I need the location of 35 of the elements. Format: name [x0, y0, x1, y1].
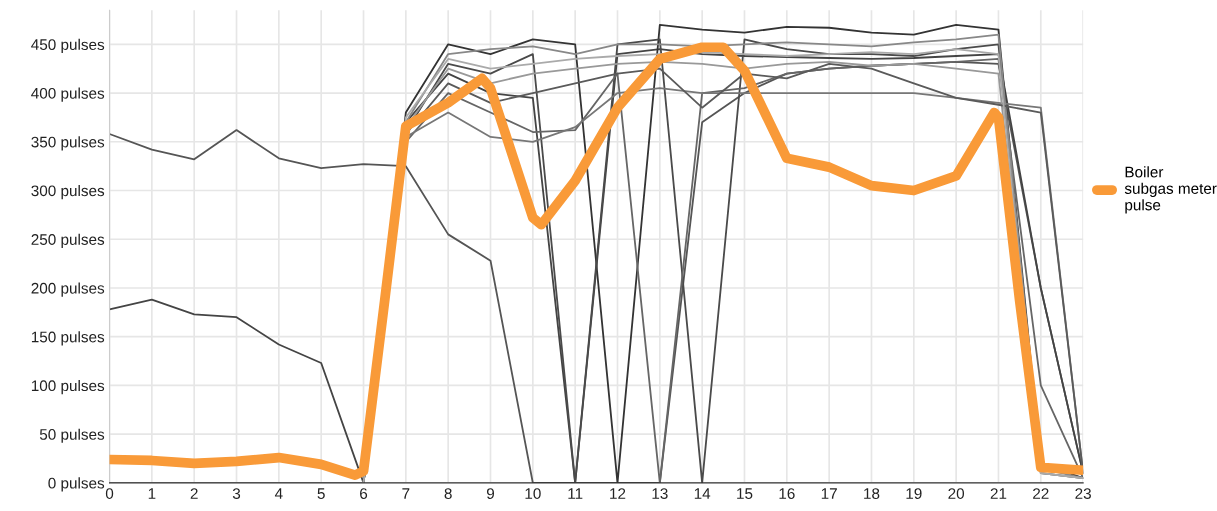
x-tick-label: 7 — [402, 488, 410, 499]
x-tick-label: 16 — [779, 488, 795, 499]
x-tick-label: 15 — [737, 488, 753, 499]
x-tick-label: 14 — [694, 488, 711, 499]
y-tick-label: 150 pulses — [31, 331, 105, 346]
y-tick-label: 100 pulses — [31, 379, 105, 395]
x-tick-label: 22 — [1033, 488, 1049, 499]
x-tick-label: 0 — [105, 488, 114, 499]
x-tick-label: 3 — [232, 488, 241, 499]
x-tick-label: 6 — [360, 488, 368, 499]
legend-label: Boiler subgas meter pulse — [1124, 166, 1217, 214]
x-tick-label: 13 — [652, 488, 668, 499]
x-tick-label: 4 — [274, 488, 283, 499]
y-tick-label: 250 pulses — [31, 233, 105, 248]
x-tick-label: 20 — [948, 488, 965, 499]
x-tick-label: 9 — [486, 488, 495, 499]
x-tick-label: 8 — [444, 488, 452, 499]
x-tick-label: 17 — [821, 488, 837, 499]
x-tick-label: 18 — [864, 488, 880, 499]
y-tick-label: 0 pulses — [48, 477, 105, 492]
y-tick-label: 400 pulses — [31, 87, 105, 102]
x-tick-label: 10 — [525, 488, 541, 499]
x-tick-label: 19 — [906, 488, 922, 499]
y-tick-label: 350 pulses — [31, 136, 105, 151]
x-tick-label: 5 — [317, 488, 325, 499]
x-tick-label: 23 — [1075, 488, 1091, 499]
x-tick-label: 1 — [148, 488, 156, 499]
x-tick-label: 21 — [990, 488, 1007, 499]
x-tick-label: 2 — [190, 488, 198, 499]
y-tick-label: 200 pulses — [31, 282, 105, 297]
y-tick-label: 50 pulses — [39, 428, 105, 443]
y-tick-label: 450 pulses — [31, 38, 105, 54]
x-tick-label: 12 — [610, 488, 626, 499]
x-tick-label: 11 — [568, 488, 583, 499]
y-tick-label: 300 pulses — [31, 184, 105, 200]
